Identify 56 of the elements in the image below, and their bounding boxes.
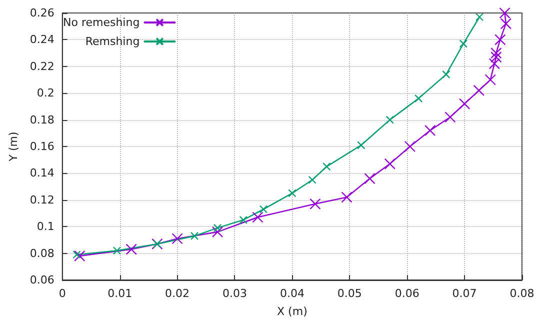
y-tick-label: 0.22	[30, 60, 54, 73]
point	[404, 140, 416, 152]
y-tick-label: 0.14	[30, 166, 54, 180]
x-tick-label: 0.03	[222, 287, 247, 300]
point	[322, 162, 331, 171]
y-tick-label: 0.08	[30, 246, 54, 260]
point	[239, 216, 248, 224]
point	[252, 212, 264, 223]
point	[308, 176, 316, 184]
x-tick-label: 0	[58, 287, 66, 300]
point	[357, 141, 366, 150]
y-tick-label: 0.26	[30, 6, 54, 20]
x-tick-label: 0.06	[394, 287, 420, 300]
point	[74, 250, 86, 262]
legend-label: Remshing	[85, 35, 140, 48]
point	[364, 172, 376, 184]
point	[490, 51, 502, 63]
point	[288, 189, 296, 198]
y-tick-label: 0.24	[30, 33, 54, 46]
point	[341, 192, 352, 203]
point	[444, 112, 456, 123]
legend-label: No remeshing	[62, 16, 140, 29]
x-axis-title: X (m)	[277, 305, 308, 318]
point	[442, 70, 450, 79]
point	[126, 244, 137, 255]
point	[172, 233, 183, 244]
point	[112, 246, 122, 255]
point	[414, 94, 423, 103]
point	[459, 40, 468, 48]
x-tick-label: 0.01	[108, 287, 132, 300]
point	[213, 224, 222, 232]
point	[310, 198, 321, 210]
point	[473, 84, 485, 96]
point	[259, 205, 268, 214]
y-tick-label: 0.16	[30, 140, 54, 153]
x-tick-label: 0.04	[280, 287, 304, 300]
point	[384, 158, 396, 170]
point	[484, 74, 496, 86]
y-tick-label: 0.1	[36, 220, 54, 234]
point	[424, 124, 436, 136]
point	[458, 98, 470, 110]
point	[386, 116, 394, 124]
x-tick-label: 0.05	[337, 287, 362, 300]
y-axis-title: Y (m)	[7, 132, 20, 162]
y-tick-label: 0.12	[30, 193, 54, 206]
y-tick-label: 0.2	[36, 86, 54, 100]
x-tick-label: 0.02	[165, 287, 190, 300]
point	[212, 226, 224, 238]
point	[494, 34, 506, 46]
x-tick-label: 0.07	[452, 287, 477, 300]
point	[475, 12, 484, 22]
point	[72, 250, 81, 259]
y-tick-label: 0.18	[30, 113, 54, 126]
x-tick-label: 0.08	[510, 287, 534, 300]
y-tick-label: 0.06	[30, 274, 54, 286]
point	[190, 232, 199, 240]
